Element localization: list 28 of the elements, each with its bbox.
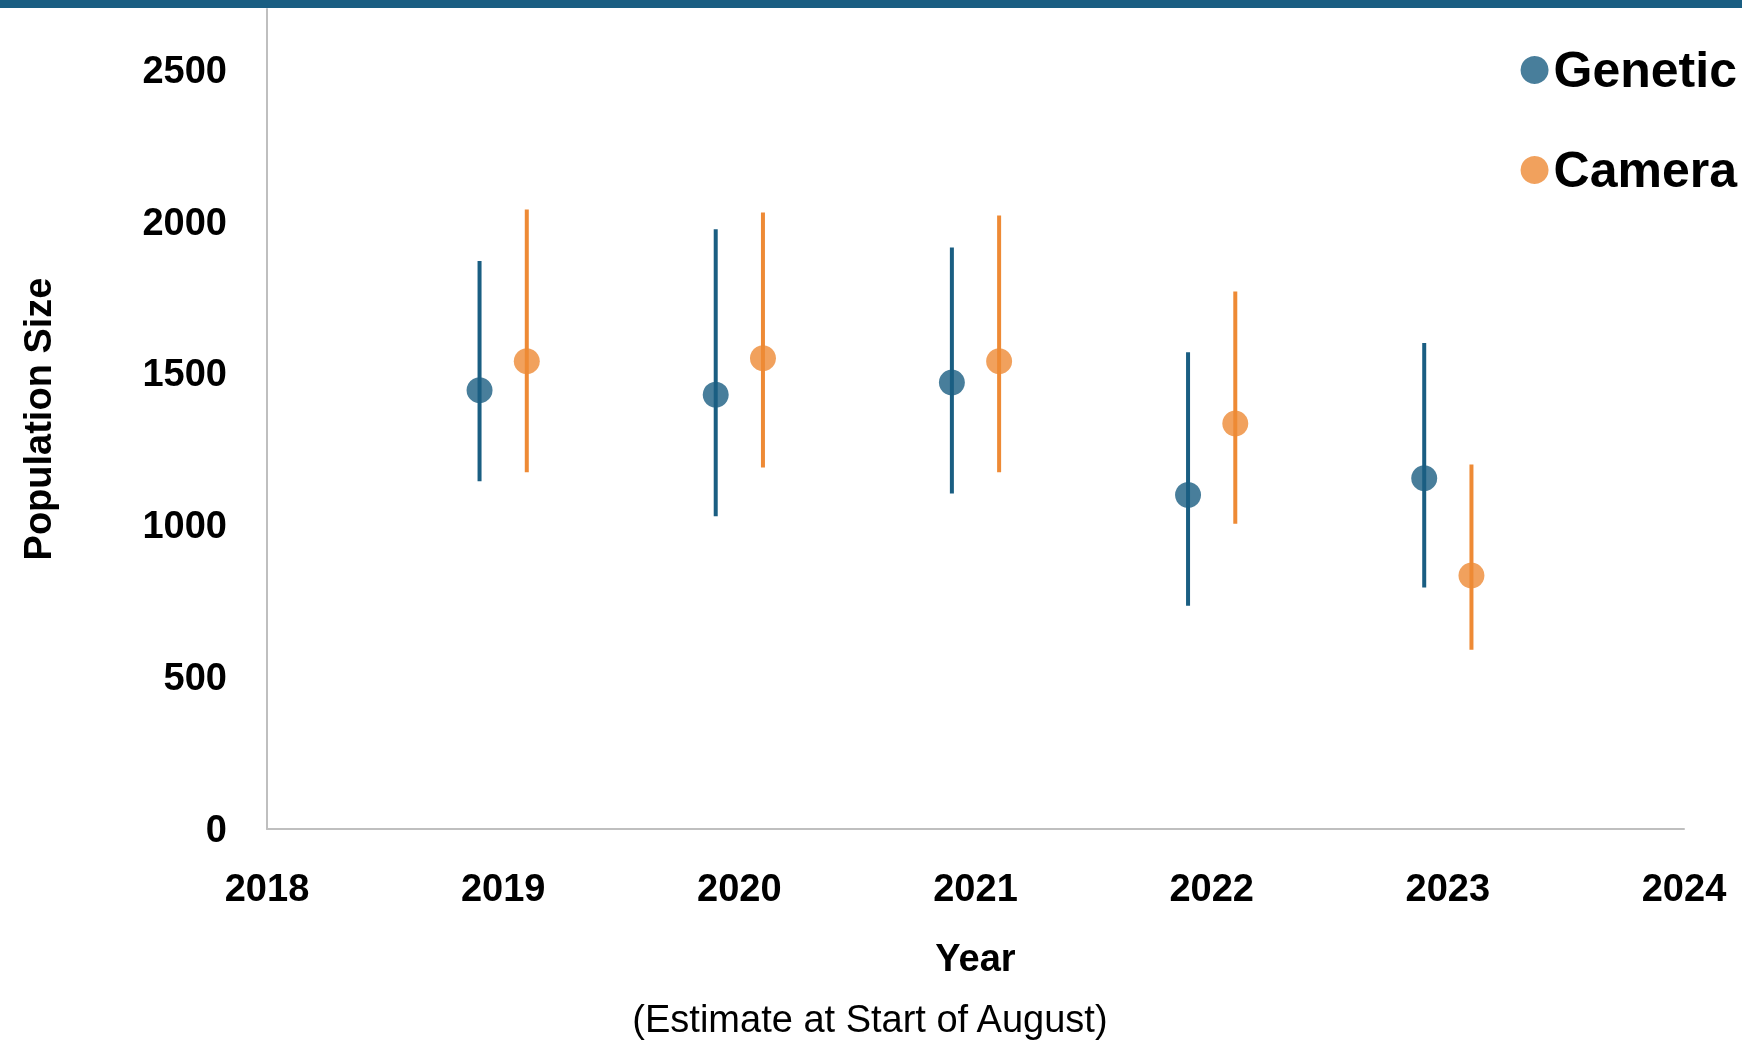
x-tick-label: 2022 <box>1169 867 1254 909</box>
x-tick-label: 2018 <box>224 867 310 909</box>
x-tick-label: 2024 <box>1641 867 1727 909</box>
legend-label: Camera <box>1553 142 1739 198</box>
point <box>702 381 729 408</box>
point <box>1458 562 1485 589</box>
x-tick-label: 2020 <box>697 867 782 909</box>
y-tick-label: 1000 <box>142 504 227 547</box>
y-tick-label: 0 <box>205 808 227 850</box>
point <box>938 369 965 396</box>
point <box>513 348 540 375</box>
point <box>986 348 1013 375</box>
x-tick-label: 2021 <box>933 867 1018 909</box>
x-tick-label: 2023 <box>1405 867 1491 909</box>
point <box>1222 410 1249 437</box>
y-tick-label: 500 <box>163 656 227 699</box>
y-tick-label: 1500 <box>142 352 227 395</box>
point <box>1175 481 1202 508</box>
point <box>1411 465 1438 492</box>
x-axis-title: Year <box>935 937 1016 979</box>
y-tick-label: 2000 <box>142 200 227 243</box>
legend-label: Genetic <box>1553 42 1737 98</box>
y-axis-title: Population Size <box>17 277 59 561</box>
point <box>749 345 776 372</box>
text: (Estimate at Start of August) <box>632 998 1108 1040</box>
point <box>466 377 493 404</box>
y-tick-label: 2500 <box>142 48 227 91</box>
x-tick-label: 2019 <box>460 867 546 909</box>
